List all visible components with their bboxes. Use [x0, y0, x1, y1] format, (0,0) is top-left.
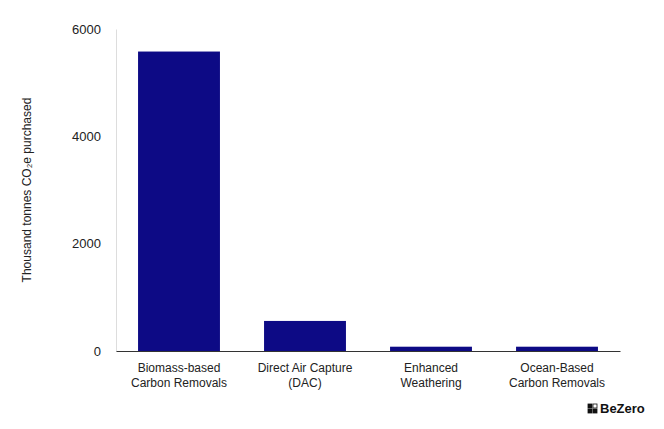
- watermark-icon-square: [588, 404, 592, 408]
- bar: [138, 52, 220, 351]
- bars: [138, 52, 598, 351]
- y-tick: 6000: [72, 22, 116, 37]
- y-tick: 2000: [72, 236, 116, 251]
- x-tick-label: EnhancedWeathering: [400, 361, 461, 391]
- bar: [264, 321, 346, 351]
- x-axis-line: [117, 351, 621, 352]
- x-tick-label-line: Enhanced: [404, 361, 458, 375]
- x-tick-label-line: Carbon Removals: [509, 376, 605, 390]
- y-axis: 0 2000 4000 6000: [72, 22, 116, 359]
- watermark-text: BeZero: [600, 401, 645, 416]
- x-tick-label: Biomass-basedCarbon Removals: [131, 361, 227, 391]
- x-axis: Biomass-basedCarbon RemovalsDirect Air C…: [117, 351, 621, 390]
- x-tick: Biomass-basedCarbon Removals: [131, 351, 227, 390]
- y-tick-label: 2000: [72, 236, 101, 251]
- x-tick-label-line: (DAC): [288, 376, 321, 390]
- bar: [390, 347, 472, 351]
- x-tick-label-line: Weathering: [400, 376, 461, 390]
- bar: [516, 347, 598, 351]
- watermark: BeZero: [588, 401, 645, 416]
- plot-area: 0200040006000Biomass-basedCarbon Removal…: [72, 22, 620, 390]
- x-tick-label-line: Biomass-based: [138, 361, 221, 375]
- y-axis-line: [116, 30, 117, 352]
- y-tick-label: 6000: [72, 22, 101, 37]
- watermark-icon-square: [588, 409, 592, 413]
- x-tick-label-line: Carbon Removals: [131, 376, 227, 390]
- x-tick: Ocean-BasedCarbon Removals: [509, 351, 605, 390]
- y-axis-title: Thousand tonnes CO₂e purchased: [20, 98, 34, 283]
- y-tick: 4000: [72, 129, 116, 144]
- watermark-icon: [588, 404, 597, 413]
- x-tick: EnhancedWeathering: [400, 351, 461, 390]
- y-tick-label: 0: [94, 344, 101, 359]
- chart: 0200040006000Biomass-basedCarbon Removal…: [0, 0, 664, 429]
- y-tick-label: 4000: [72, 129, 101, 144]
- x-tick: Direct Air Capture(DAC): [258, 351, 353, 390]
- watermark-icon-square: [593, 409, 597, 413]
- x-tick-label: Ocean-BasedCarbon Removals: [509, 361, 605, 391]
- x-tick-label-line: Direct Air Capture: [258, 361, 353, 375]
- y-tick: 0: [94, 344, 116, 359]
- x-tick-label-line: Ocean-Based: [520, 361, 593, 375]
- x-tick-label: Direct Air Capture(DAC): [258, 361, 353, 391]
- watermark-icon-square: [593, 404, 597, 408]
